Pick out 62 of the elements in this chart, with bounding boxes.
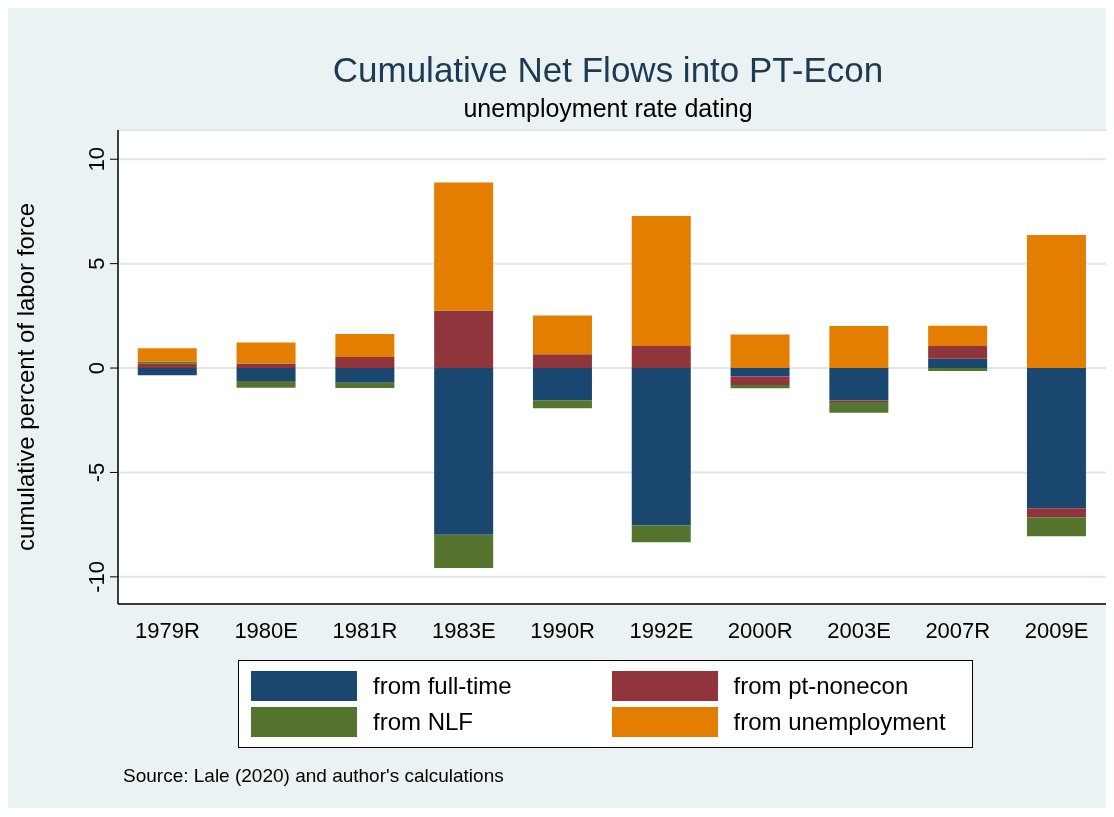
bar [829, 402, 889, 413]
bar [631, 216, 691, 347]
bar [335, 382, 395, 389]
bar [928, 325, 988, 347]
bar [137, 361, 197, 364]
bar [532, 315, 592, 355]
bar [137, 363, 197, 369]
chart-subtitle: unemployment rate dating [462, 94, 754, 123]
bar [236, 363, 296, 369]
x-tick-label: 1979R [134, 617, 200, 643]
bar [928, 358, 988, 369]
bar [1026, 508, 1086, 518]
y-tick-label: 5 [84, 257, 109, 270]
bar [532, 354, 592, 369]
bar [137, 368, 197, 376]
legend-label: from pt-nonecon [733, 672, 909, 700]
bar [730, 368, 790, 377]
y-tick-label: 10 [84, 146, 109, 172]
bar [434, 310, 494, 369]
x-tick-label: 2007R [925, 617, 991, 643]
bar [631, 368, 691, 526]
bar [532, 368, 592, 401]
bar [1026, 235, 1086, 369]
legend-label: from full-time [373, 672, 512, 700]
chart-title: Cumulative Net Flows into PT-Econ [331, 50, 885, 90]
x-tick-label: 1980E [234, 617, 299, 643]
bar [434, 368, 494, 535]
bar [1026, 368, 1086, 509]
x-tick-label: 2003E [827, 617, 891, 643]
bar [829, 326, 889, 369]
x-tick-label: 1981R [332, 617, 398, 643]
bar [335, 334, 395, 357]
y-tick-label: -10 [84, 560, 109, 593]
x-tick-label: 1990R [530, 617, 596, 643]
bar [434, 534, 494, 569]
bar [829, 368, 889, 401]
bar [928, 368, 988, 371]
bar [236, 368, 296, 381]
bar [137, 348, 197, 362]
bar [730, 334, 790, 369]
source-note: Source: Lale (2020) and author's calculations [123, 765, 504, 787]
bar [335, 356, 395, 369]
x-tick-label: 2000R [727, 617, 793, 643]
y-tick-label: -5 [84, 462, 109, 483]
bar [1026, 517, 1086, 537]
bar [631, 525, 691, 543]
legend-label: from NLF [373, 708, 474, 736]
y-axis-title: cumulative percent of labor force [11, 202, 39, 552]
bar [335, 368, 395, 383]
bar [236, 342, 296, 364]
bar [532, 400, 592, 409]
legend-label: from unemployment [733, 708, 946, 736]
bar [631, 346, 691, 369]
bar [236, 380, 296, 388]
y-tick-label: 0 [84, 361, 109, 375]
bar [730, 376, 790, 385]
x-tick-label: 2009E [1024, 617, 1089, 643]
x-tick-label: 1983E [431, 617, 496, 643]
x-tick-label: 1992E [629, 617, 694, 643]
bar [928, 346, 988, 359]
bar [730, 384, 790, 389]
bar [434, 182, 494, 311]
